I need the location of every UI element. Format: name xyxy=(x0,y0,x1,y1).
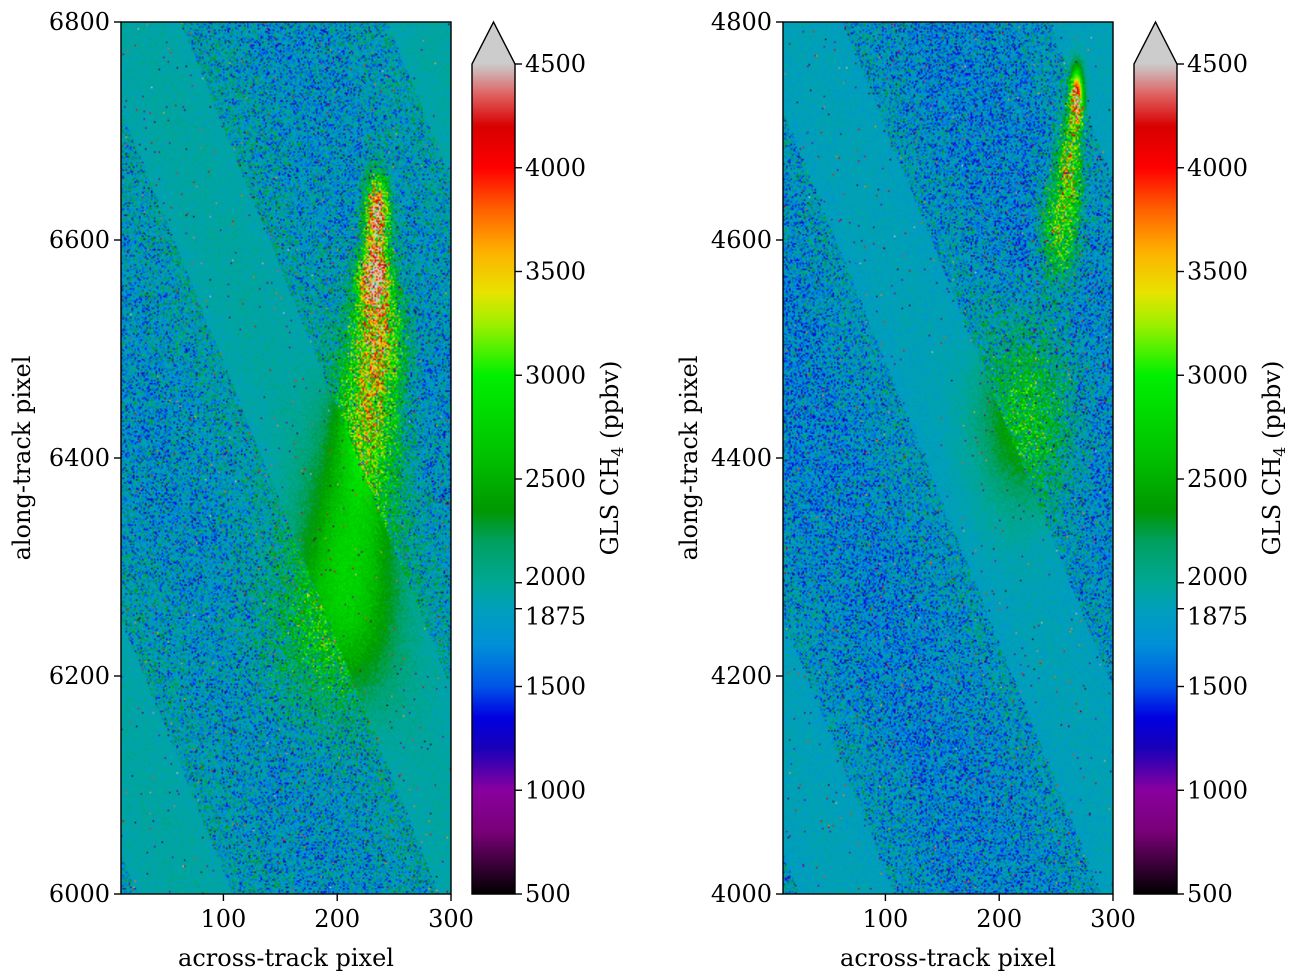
left-axis-ticks: 100 200 300 6000 6200 6400 6600 6800 xyxy=(49,8,474,933)
left-colorbar-extend-arrow xyxy=(472,22,515,64)
colorbar-tick-label: 1875 xyxy=(525,603,586,631)
right-colorbar-image xyxy=(1134,64,1177,894)
colorbar-tick-label: 2000 xyxy=(525,563,586,591)
x-tick-label: 100 xyxy=(863,905,909,933)
y-tick-label: 6600 xyxy=(49,226,110,254)
y-tick-label: 6000 xyxy=(49,880,110,908)
colorbar-tick-label: 4000 xyxy=(525,154,586,182)
colorbar-tick-label: 1875 xyxy=(1187,603,1248,631)
right-colorbar-extend-arrow xyxy=(1134,22,1177,64)
y-tick-label: 6200 xyxy=(49,662,110,690)
x-tick-label: 300 xyxy=(1090,905,1136,933)
left-colorbar-outline xyxy=(471,20,516,895)
colorbar-tick-label: 4500 xyxy=(1187,50,1248,78)
right-x-axis-label: across-track pixel xyxy=(840,944,1056,972)
colorbar-tick-label: 4500 xyxy=(525,50,586,78)
colorbar-tick-label: 1000 xyxy=(525,776,586,804)
x-tick-label: 200 xyxy=(314,905,360,933)
colorbar-tick-label: 3500 xyxy=(525,258,586,286)
colorbar-tick-label: 1500 xyxy=(525,673,586,701)
left-heatmap-image xyxy=(121,22,451,894)
right-colorbar-label: GLS CH4 (ppbv) xyxy=(1258,361,1289,556)
x-tick-label: 200 xyxy=(976,905,1022,933)
right-heatmap-image xyxy=(783,22,1113,894)
right-colorbar-label-subscript: 4 xyxy=(1270,447,1289,457)
right-y-axis-label: along-track pixel xyxy=(675,356,703,561)
colorbar-tick-label: 4000 xyxy=(1187,154,1248,182)
y-tick-label: 4000 xyxy=(711,880,772,908)
left-colorbar-label-subscript: 4 xyxy=(608,447,627,457)
left-colorbar-image xyxy=(472,64,515,894)
right-colorbar-label-suffix: (ppbv) xyxy=(1258,361,1286,447)
right-colorbar-ticks: 500 1000 1500 1875 2000 2500 3000 3500 4000 4500 xyxy=(1177,50,1248,908)
x-tick-label: 300 xyxy=(428,905,474,933)
colorbar-tick-label: 1000 xyxy=(1187,776,1248,804)
left-panel: 100 200 300 6000 6200 6400 6600 6800 across-tra… xyxy=(8,8,627,972)
left-y-axis-label: along-track pixel xyxy=(8,356,36,561)
colorbar-tick-label: 3000 xyxy=(1187,361,1248,389)
x-tick-label: 100 xyxy=(201,905,247,933)
y-tick-label: 4200 xyxy=(711,662,772,690)
colorbar-tick-label: 2500 xyxy=(525,465,586,493)
left-colorbar-label-prefix: GLS CH xyxy=(596,457,624,555)
right-colorbar-outline xyxy=(1133,20,1178,895)
y-tick-label: 4600 xyxy=(711,226,772,254)
colorbar-tick-label: 3000 xyxy=(525,361,586,389)
y-tick-label: 4400 xyxy=(711,444,772,472)
left-colorbar-label-suffix: (ppbv) xyxy=(596,361,624,447)
y-tick-label: 6800 xyxy=(49,8,110,36)
right-axis-ticks: 100 200 300 4000 4200 4400 4600 4800 xyxy=(711,8,1136,933)
colorbar-tick-label: 1500 xyxy=(1187,673,1248,701)
colorbar-tick-label: 2500 xyxy=(1187,465,1248,493)
left-colorbar-label: GLS CH4 (ppbv) xyxy=(596,361,627,556)
colorbar-tick-label: 3500 xyxy=(1187,258,1248,286)
colorbar-tick-label: 500 xyxy=(1187,880,1233,908)
y-tick-label: 4800 xyxy=(711,8,772,36)
y-tick-label: 6400 xyxy=(49,444,110,472)
colorbar-tick-label: 2000 xyxy=(1187,563,1248,591)
left-colorbar-ticks: 500 1000 1500 1875 2000 2500 3000 3500 4000 4500 xyxy=(515,50,586,908)
colorbar-tick-label: 500 xyxy=(525,880,571,908)
left-x-axis-label: across-track pixel xyxy=(178,944,394,972)
right-panel: 100 200 300 4000 4200 4400 4600 4800 across-tra… xyxy=(675,8,1289,972)
right-colorbar-label-prefix: GLS CH xyxy=(1258,457,1286,555)
